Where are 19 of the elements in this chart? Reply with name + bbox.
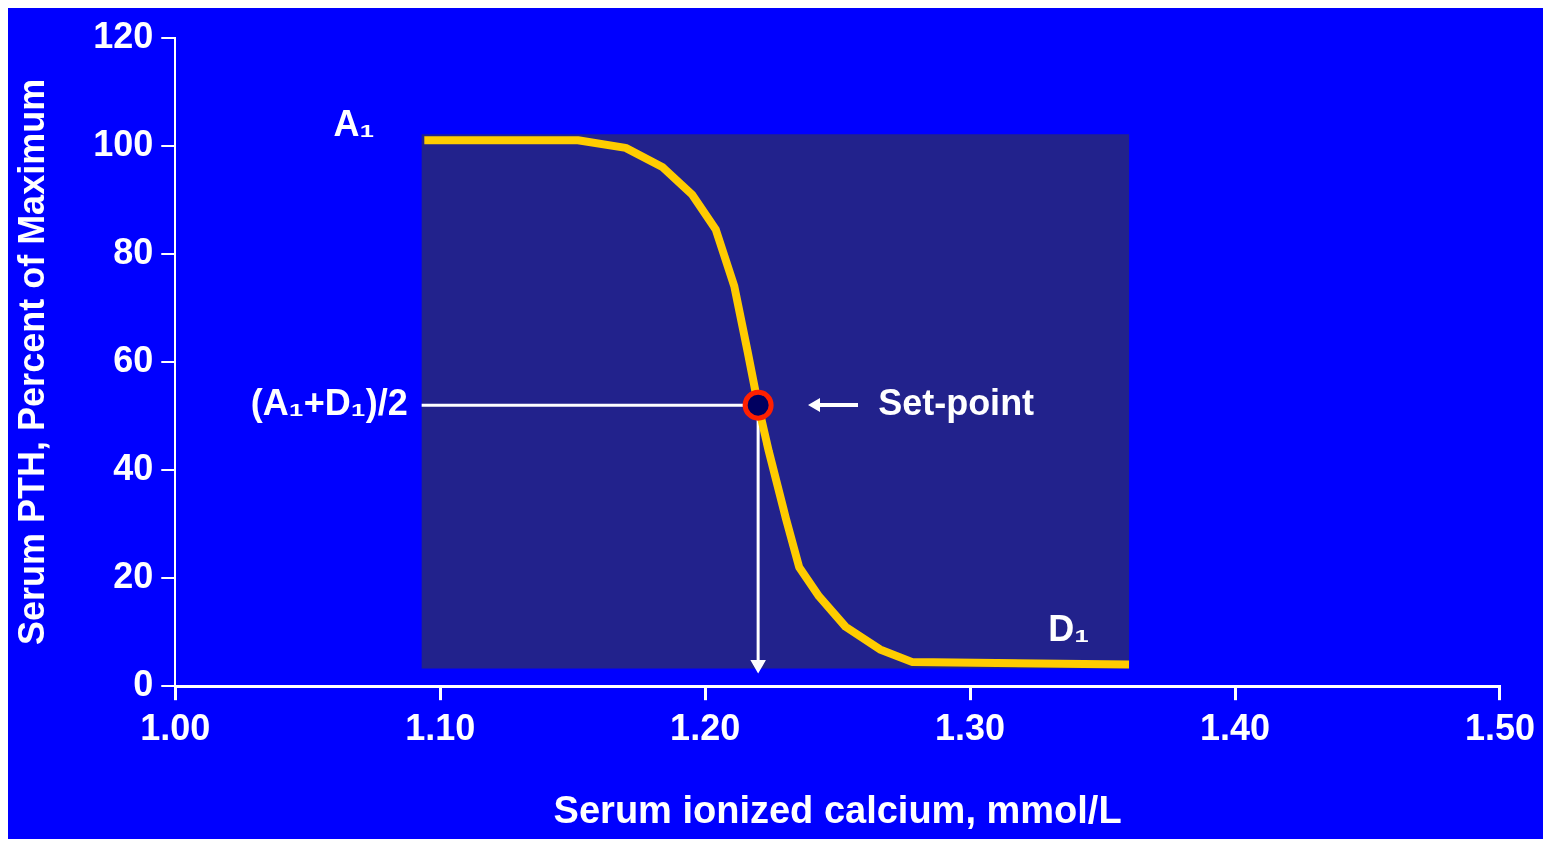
y-axis-title: Serum PTH, Percent of Maximum [10, 78, 52, 645]
x-tick-label: 1.10 [405, 706, 476, 748]
y-tick-label: 80 [113, 230, 154, 272]
x-tick-label: 1.50 [1464, 706, 1536, 748]
y-tick-label: 0 [133, 663, 154, 705]
annotation: D₁ [1048, 607, 1090, 649]
y-tick-label: 20 [113, 555, 154, 597]
y-tick-label: 120 [93, 14, 154, 56]
annotation: (A₁+D₁)/2 [250, 382, 408, 424]
x-tick-label: 1.30 [935, 706, 1006, 748]
annotation: Set-point [878, 382, 1035, 424]
x-tick-label: 1.40 [1199, 706, 1271, 748]
x-axis-title: Serum ionized calcium, mmol/L [553, 788, 1122, 831]
x-tick-label: 1.20 [670, 706, 741, 748]
y-tick-label: 100 [93, 122, 154, 164]
y-tick-label: 40 [113, 446, 154, 488]
x-tick-label: 1.00 [140, 706, 211, 748]
annotation: A₁ [333, 103, 375, 145]
y-tick-label: 60 [113, 338, 154, 380]
